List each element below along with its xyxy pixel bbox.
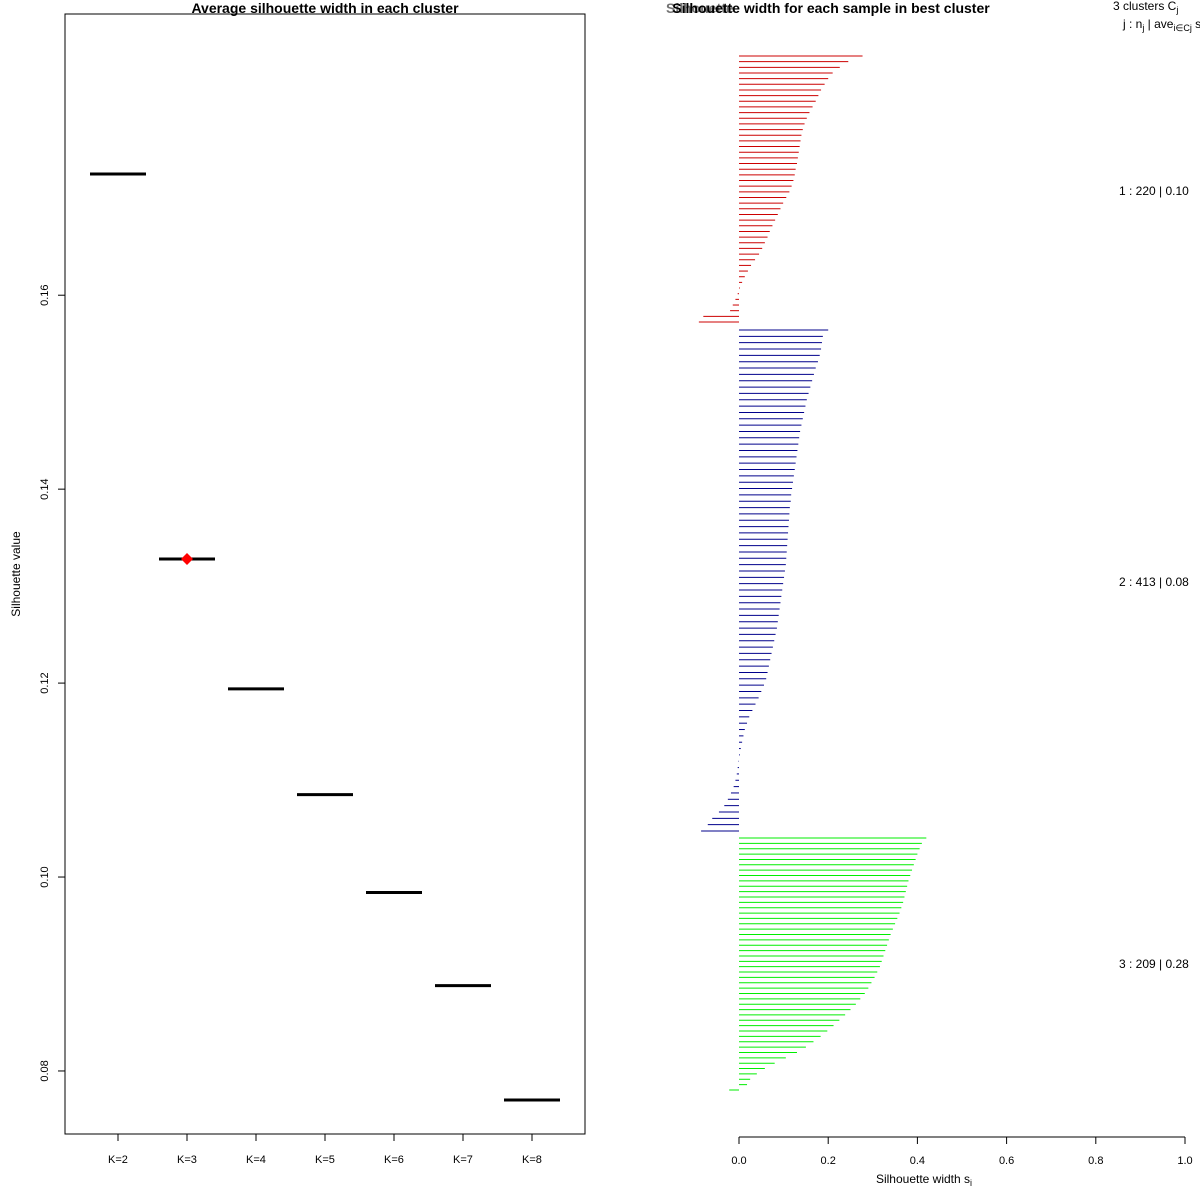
header-line2-b: | ave [1144, 17, 1173, 31]
cluster-header-line2: j : nj | avei∈Cj s [1122, 17, 1200, 33]
left-y-tick-label: 0.14 [39, 478, 51, 499]
header-line2-sub2: i∈Cj [1173, 23, 1191, 33]
left-x-tick-label: K=2 [108, 1154, 128, 1166]
right-x-tick-label: 0.0 [731, 1155, 746, 1167]
header-line2-a: j : n [1122, 17, 1142, 31]
right-xlabel-text: Silhouette width s [876, 1172, 970, 1186]
left-plot-frame [64, 13, 586, 1135]
left-y-axis: 0.08 0.10 0.12 0.14 0.16 [39, 285, 66, 1082]
left-y-tick-label: 0.12 [39, 672, 51, 693]
right-cluster-labels: 1 : 220 | 0.10 2 : 413 | 0.08 3 : 209 | 0.… [1119, 184, 1189, 971]
left-y-tick-label: 0.08 [39, 1060, 51, 1081]
right-x-tick-label: 0.2 [821, 1155, 836, 1167]
cluster-label-2: 2 : 413 | 0.08 [1119, 575, 1189, 589]
cluster-label-3: 3 : 209 | 0.28 [1119, 957, 1189, 971]
right-title: Silhouette width for each sample in best… [672, 0, 990, 16]
best-k-marker [181, 552, 193, 565]
right-x-tick-label: 0.6 [999, 1155, 1014, 1167]
right-x-tick-label: 0.4 [910, 1155, 925, 1167]
right-title-overlap: Silhouette [666, 0, 734, 16]
left-panel: Average silhouette width in each cluster… [9, 0, 586, 1166]
left-marks [90, 172, 560, 1102]
header-line1-sub: j [1175, 5, 1178, 15]
right-x-tick-label: 0.8 [1088, 1155, 1103, 1167]
left-y-tick-label: 0.10 [39, 866, 51, 887]
header-line2-sub1: j [1141, 23, 1144, 33]
cluster-header-line1: 3 clusters Cj [1113, 0, 1178, 15]
left-x-tick-label: K=3 [177, 1154, 197, 1166]
header-line2-c: s [1192, 17, 1200, 31]
left-x-tick-label: K=8 [522, 1154, 542, 1166]
left-x-tick-label: K=4 [246, 1154, 266, 1166]
right-bars [698, 55, 927, 1091]
right-xlabel: Silhouette width si [876, 1172, 972, 1188]
cluster-label-1: 1 : 220 | 0.10 [1119, 184, 1189, 198]
left-x-tick-label: K=5 [315, 1154, 335, 1166]
left-x-axis: K=2 K=3 K=4 K=5 K=6 K=7 K=8 [108, 1133, 542, 1166]
right-x-tick-label: 1.0 [1177, 1155, 1192, 1167]
right-xlabel-sub: i [970, 1178, 972, 1188]
left-y-tick-label: 0.16 [39, 285, 51, 306]
left-title: Average silhouette width in each cluster [191, 0, 459, 16]
left-x-tick-label: K=6 [384, 1154, 404, 1166]
left-ylabel: Silhouette value [9, 531, 23, 617]
right-panel: Silhouette width for each sample in best… [666, 0, 1200, 1188]
header-line1-text: 3 clusters C [1113, 0, 1177, 13]
right-x-axis: 0.0 0.2 0.4 0.6 0.8 1.0 [731, 1136, 1193, 1167]
left-x-tick-label: K=7 [453, 1154, 473, 1166]
